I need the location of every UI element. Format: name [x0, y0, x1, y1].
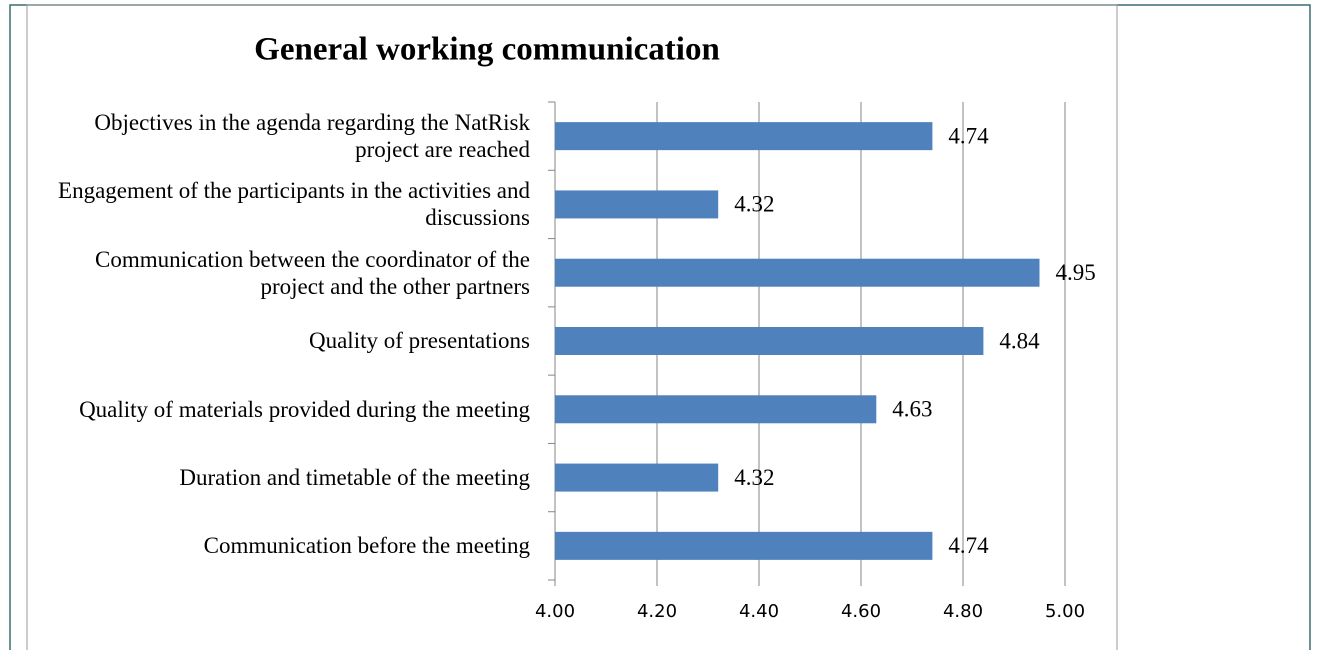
- bar: [555, 258, 1040, 287]
- category-label: Communication between the coordinator of…: [95, 246, 530, 299]
- x-tick-label: 4.40: [739, 601, 779, 622]
- x-tick-label: 4.80: [943, 601, 983, 622]
- bar: [555, 395, 877, 424]
- category-label: Quality of presentations: [308, 328, 530, 354]
- bar: [555, 122, 933, 151]
- value-label: 4.63: [892, 397, 932, 422]
- value-label: 4.84: [999, 328, 1040, 353]
- category-label: Quality of materials provided during the…: [79, 396, 530, 422]
- bar: [555, 531, 933, 560]
- x-tick-label: 4.00: [535, 601, 575, 622]
- x-tick-label: 4.60: [841, 601, 881, 622]
- chart-frame: [26, 4, 1118, 650]
- bar: [555, 190, 719, 219]
- bar: [555, 327, 984, 355]
- value-label: 4.32: [734, 192, 774, 217]
- category-label: Duration and timetable of the meeting: [179, 465, 530, 491]
- chart-title: General working communication: [254, 32, 720, 68]
- bar: [555, 463, 719, 492]
- category-label: Communication before the meeting: [203, 533, 530, 559]
- value-label: 4.95: [1056, 260, 1096, 285]
- category-label: Engagement of the participants in the ac…: [58, 178, 530, 231]
- x-tick-label: 4.20: [637, 601, 677, 622]
- value-label: 4.74: [948, 123, 989, 148]
- value-label: 4.74: [948, 533, 989, 558]
- value-label: 4.32: [734, 465, 774, 490]
- x-tick-label: 5.00: [1045, 601, 1085, 622]
- category-label: Objectives in the agenda regarding the N…: [94, 110, 530, 163]
